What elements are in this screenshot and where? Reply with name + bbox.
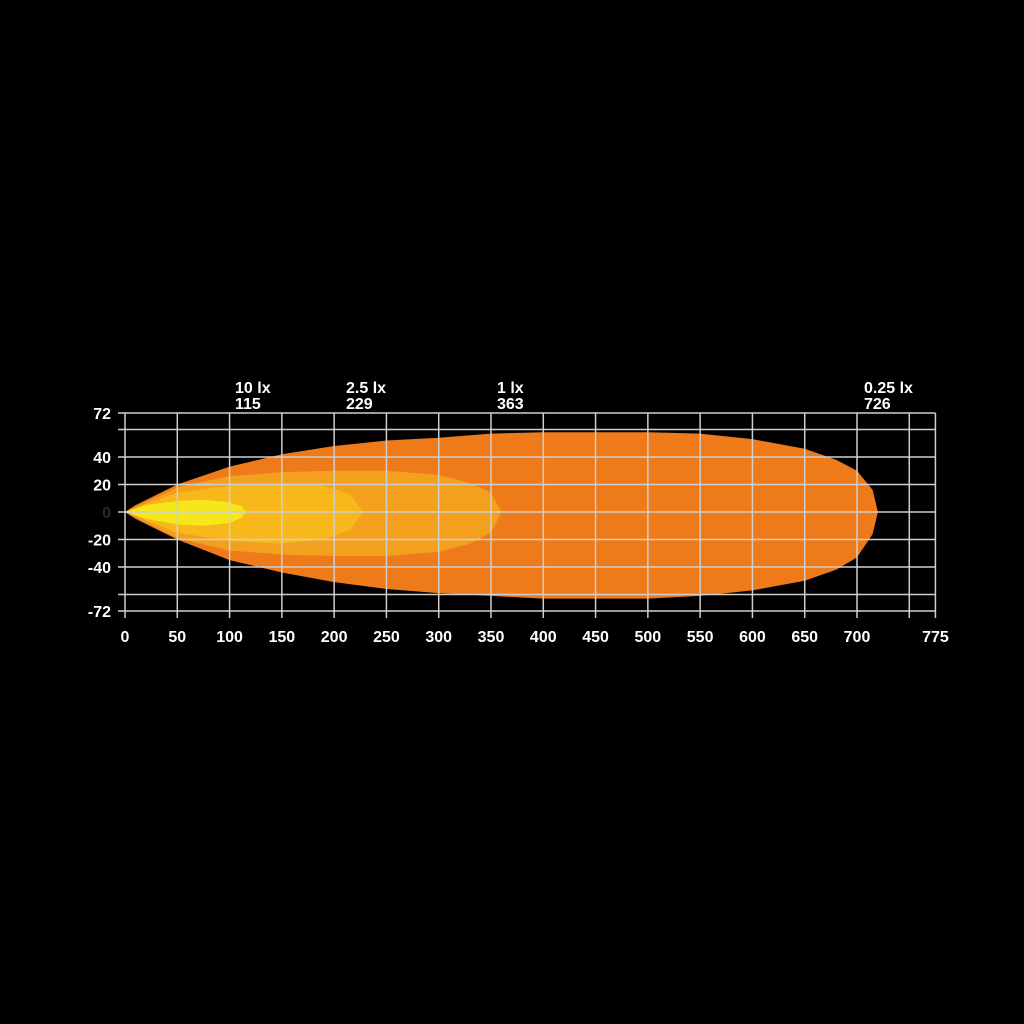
- label-0-25lx: 0.25 lx: [864, 380, 913, 397]
- x-tick-labels: 0 50 100 150 200 250 300 350 400 450 500 550 600 650 7…: [121, 629, 949, 646]
- label-2-5lx: 2.5 lx: [346, 380, 386, 397]
- x-tick-label: 650: [791, 629, 818, 646]
- label-2-5lx-distance: 229: [346, 396, 373, 413]
- y-tick-label: 0: [102, 505, 111, 522]
- x-tick-label: 550: [687, 629, 714, 646]
- x-tick-label: 50: [168, 629, 186, 646]
- x-tick-label: 500: [635, 629, 662, 646]
- x-tick-label: 400: [530, 629, 557, 646]
- x-tick-label: 775: [922, 629, 949, 646]
- label-10lx: 10 lx: [235, 380, 271, 397]
- x-tick-label: 300: [425, 629, 452, 646]
- x-tick-label: 200: [321, 629, 348, 646]
- y-tick-label: -40: [88, 560, 111, 577]
- grid: [118, 412, 937, 618]
- label-0-25lx-distance: 726: [864, 396, 891, 413]
- y-tick-labels: 72 40 20 0 -20 -40 -72: [88, 406, 111, 621]
- label-1lx-distance: 363: [497, 396, 524, 413]
- y-tick-label: -20: [88, 533, 111, 550]
- x-tick-label: 100: [216, 629, 243, 646]
- x-tick-label: 250: [373, 629, 400, 646]
- label-10lx-distance: 115: [235, 396, 261, 413]
- y-tick-label: 40: [93, 450, 111, 467]
- y-tick-label: -72: [88, 604, 111, 621]
- x-tick-label: 450: [582, 629, 609, 646]
- y-tick-label: 72: [93, 406, 111, 423]
- x-tick-label: 700: [844, 629, 871, 646]
- label-1lx: 1 lx: [497, 380, 524, 397]
- x-tick-label: 350: [478, 629, 505, 646]
- y-tick-label: 20: [93, 478, 111, 495]
- isolux-labels: 10 lx 115 2.5 lx 229 1 lx 363 0.25 lx 72…: [235, 380, 913, 413]
- x-tick-label: 0: [121, 629, 130, 646]
- x-tick-label: 150: [269, 629, 296, 646]
- x-tick-label: 600: [739, 629, 766, 646]
